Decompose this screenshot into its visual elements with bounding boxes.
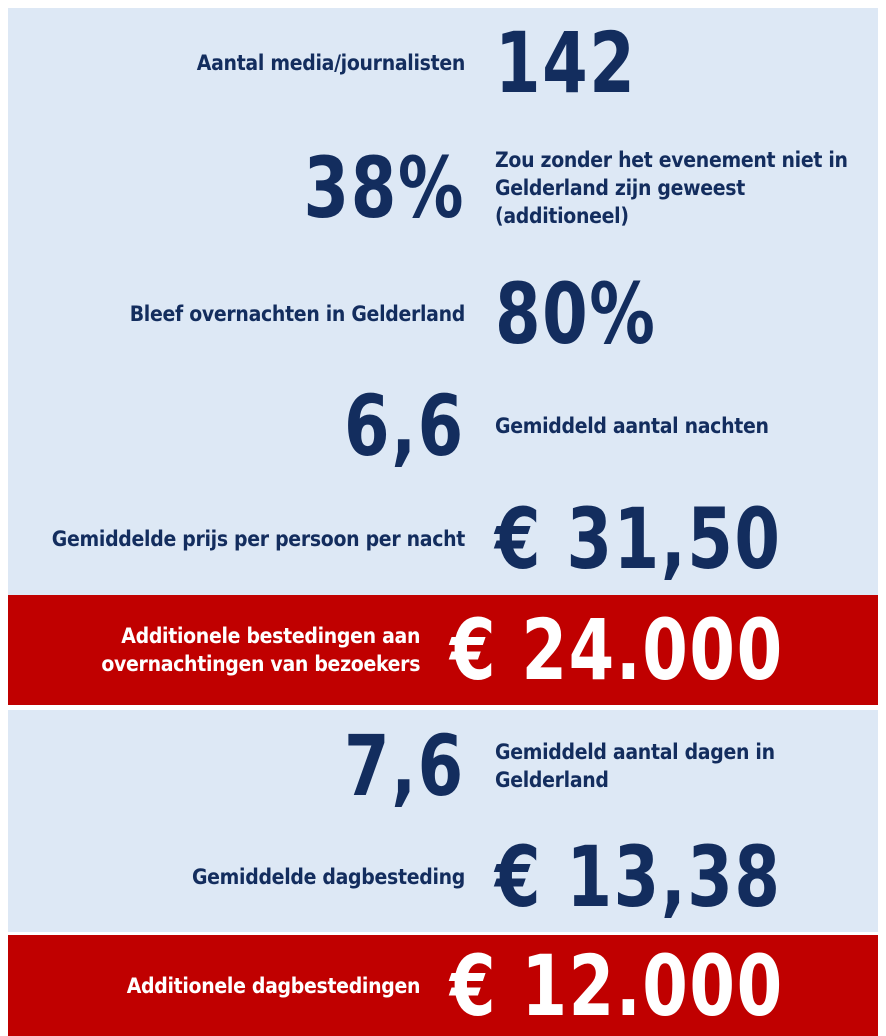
left-cell: Additionele bestedingen aan overnachting…	[8, 595, 430, 705]
stat-row: Bleef overnachten in Gelderland 80%	[8, 258, 878, 370]
right-cell: Gemiddeld aantal nachten	[475, 370, 878, 482]
left-cell: Additionele dagbestedingen	[8, 935, 430, 1036]
stat-value: 38%	[303, 139, 465, 237]
right-cell: € 24.000	[430, 595, 878, 705]
left-cell: 7,6	[8, 710, 475, 822]
stat-label: Gemiddelde prijs per persoon per nacht	[51, 526, 466, 551]
stat-value: € 13,38	[495, 828, 782, 926]
stat-label: Additionele dagbestedingen	[126, 973, 421, 998]
right-cell: € 13,38	[475, 822, 878, 932]
stat-row: Aantal media/journalisten 142	[8, 8, 878, 118]
right-cell: 80%	[475, 258, 878, 370]
stat-label: Zou zonder het evenement niet in Gelderl…	[495, 148, 848, 228]
right-cell: 142	[475, 8, 878, 118]
stat-value: € 12.000	[450, 936, 784, 1035]
stat-value: € 31,50	[495, 489, 782, 588]
left-cell: Gemiddelde prijs per persoon per nacht	[8, 482, 475, 595]
right-cell: € 12.000	[430, 935, 878, 1036]
left-cell: 6,6	[8, 370, 475, 482]
stat-label: Gemiddeld aantal dagen in Gelderland	[495, 740, 775, 792]
stat-row: Additionele dagbestedingen € 12.000	[8, 935, 878, 1036]
left-cell: Bleef overnachten in Gelderland	[8, 258, 475, 370]
left-cell: 38%	[8, 118, 475, 258]
left-cell: Aantal media/journalisten	[8, 8, 475, 118]
stat-label: Bleef overnachten in Gelderland	[129, 302, 466, 326]
right-cell: Zou zonder het evenement niet in Gelderl…	[475, 118, 878, 258]
stat-row: 6,6 Gemiddeld aantal nachten	[8, 370, 878, 482]
stat-value: 80%	[495, 265, 657, 363]
stat-row: Gemiddelde prijs per persoon per nacht € …	[8, 482, 878, 595]
stat-label: Gemiddeld aantal nachten	[495, 414, 769, 438]
stat-label: Additionele bestedingen aan overnachting…	[101, 624, 421, 676]
stat-row: Gemiddelde dagbesteding € 13,38	[8, 822, 878, 932]
stat-label: Aantal media/journalisten	[196, 51, 466, 75]
left-cell: Gemiddelde dagbesteding	[8, 822, 475, 932]
stat-value: 142	[495, 14, 637, 112]
stat-label: Gemiddelde dagbesteding	[191, 865, 465, 889]
right-cell: Gemiddeld aantal dagen in Gelderland	[475, 710, 878, 822]
stat-row: Additionele bestedingen aan overnachting…	[8, 595, 878, 705]
stat-row: 7,6 Gemiddeld aantal dagen in Gelderland	[8, 710, 878, 822]
stat-row: 38% Zou zonder het evenement niet in Geld…	[8, 118, 878, 258]
stat-value: € 24.000	[450, 601, 784, 699]
stat-value: 6,6	[344, 377, 465, 475]
right-cell: € 31,50	[475, 482, 878, 595]
stat-value: 7,6	[344, 717, 465, 815]
